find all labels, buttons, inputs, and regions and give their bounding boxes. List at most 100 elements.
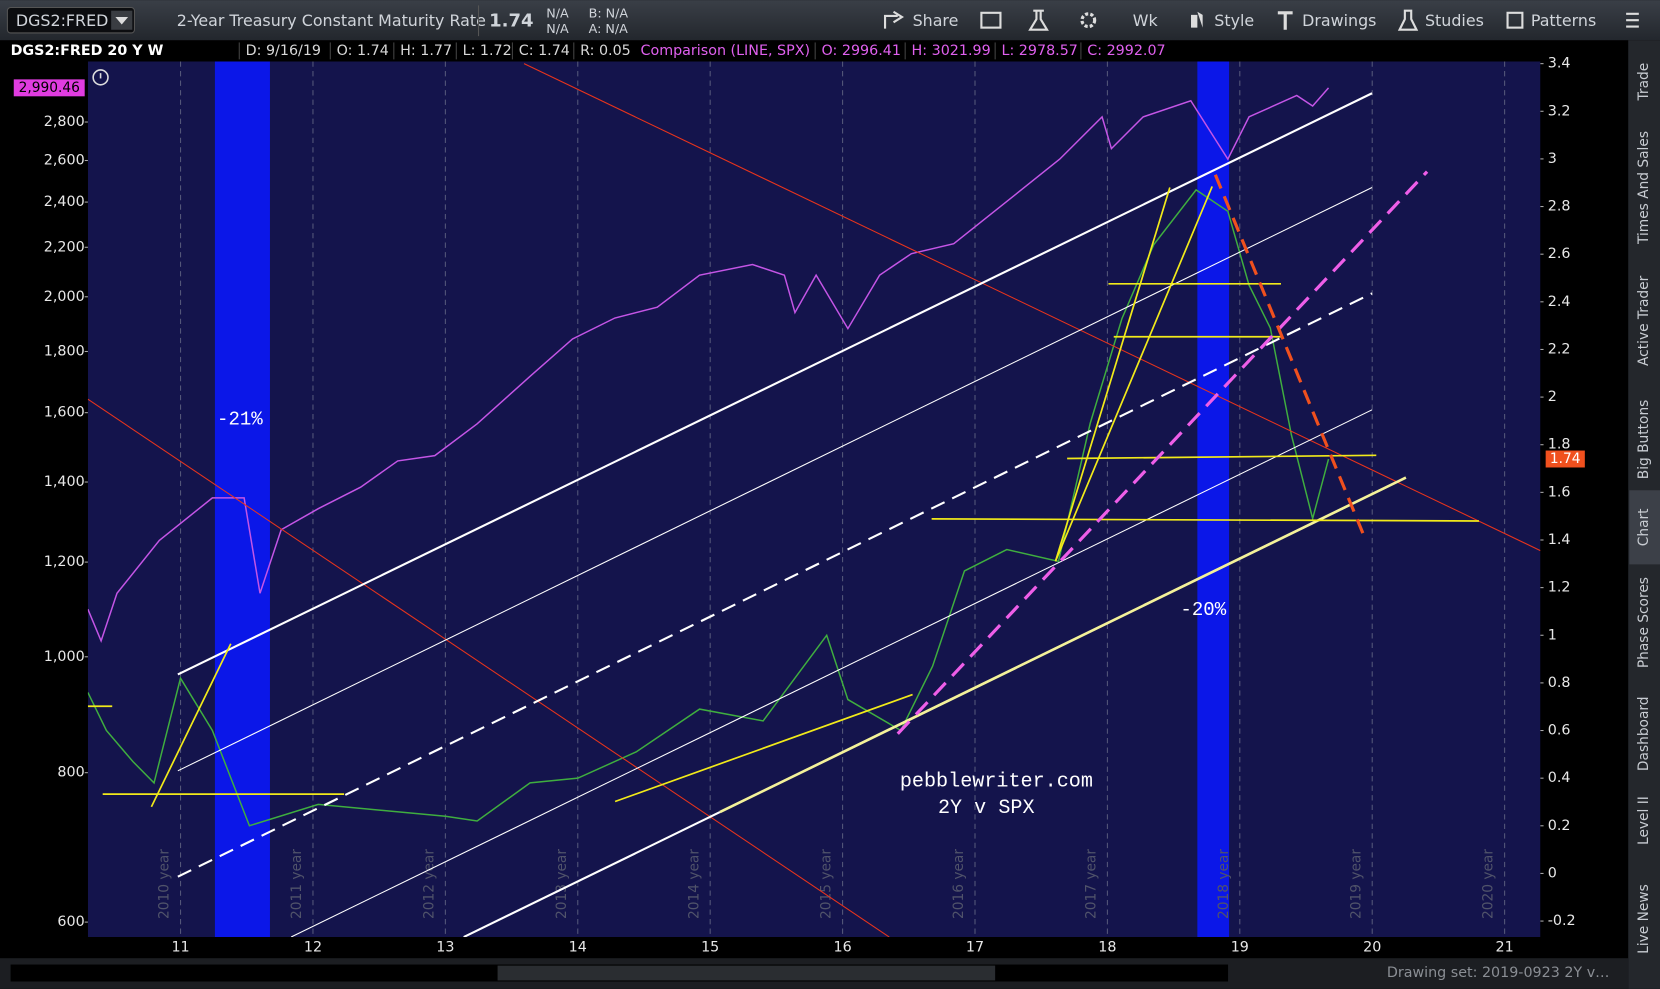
- button[interactable]: Studies: [1425, 11, 1484, 30]
- quote-bar: [0, 40, 1629, 62]
- x-axis: [87, 937, 1541, 959]
- plot-area: [87, 61, 1541, 938]
- trend-line: [1213, 174, 1368, 541]
- highlight-band: [1197, 61, 1230, 938]
- x-tick-label: 21: [1496, 940, 1514, 956]
- comparison-field: H: 3021.99: [912, 43, 991, 59]
- year-label: 2018 year: [1216, 849, 1232, 919]
- dropdown-arrow: [115, 17, 129, 25]
- side-tab[interactable]: Dashboard: [1636, 696, 1652, 771]
- toolbar: [0, 0, 1660, 41]
- trend-line: [614, 693, 913, 803]
- active-tab: [1629, 490, 1660, 565]
- change: N/A: [546, 5, 569, 20]
- button[interactable]: Share: [913, 11, 959, 30]
- menu-icon[interactable]: [1626, 12, 1639, 28]
- drawing-set: Drawing set: 2019-0923 2Y v…: [1387, 965, 1610, 981]
- symbol-box[interactable]: [6, 6, 135, 34]
- icon-button[interactable]: [980, 11, 1002, 29]
- year-label: 2019 year: [1348, 849, 1364, 919]
- x-tick-label: 13: [436, 940, 454, 956]
- price-tag: [13, 79, 85, 97]
- annotation: -21%: [217, 408, 263, 430]
- y2-tick-label: 0.2: [1548, 818, 1571, 834]
- year-label: 2011 year: [289, 849, 305, 919]
- y-tick-label: 600: [57, 914, 84, 930]
- icon-button[interactable]: [1080, 12, 1097, 29]
- y-tick-label: 800: [57, 765, 84, 781]
- button[interactable]: Style: [1214, 11, 1254, 30]
- y2-tick-label: 2.2: [1548, 341, 1571, 357]
- year-label: 2012 year: [421, 849, 437, 919]
- bid: B: N/A: [589, 5, 629, 20]
- series-line: [87, 188, 1330, 827]
- quote-field: C: 1.74: [519, 43, 570, 59]
- side-tab[interactable]: Active Trader: [1636, 275, 1652, 366]
- channel-line: [290, 409, 1373, 938]
- x-tick-label: 20: [1363, 940, 1381, 956]
- year-label: 2015 year: [819, 849, 835, 919]
- side-tabs: Trade Times And Sales Active Trader Big But…: [1629, 63, 1660, 954]
- comparison-label: Comparison (LINE, SPX): [640, 43, 810, 59]
- trend-line: [896, 170, 1429, 735]
- y2-tick-label: 2.4: [1548, 294, 1571, 310]
- y-tick-label: 1,600: [44, 405, 85, 421]
- y-tick-label: 2,600: [44, 153, 85, 169]
- axis-labels: 11 12 13 14 15 16 17 18 19 20 216008001,0001,2001,…: [44, 56, 1576, 956]
- symbol: DGS2:FRED: [16, 11, 108, 30]
- y2-tick-label: 1: [1548, 627, 1557, 643]
- annotation: 2Y v SPX: [938, 797, 1035, 820]
- highlight-band: [214, 61, 270, 938]
- side-tab[interactable]: Chart: [1636, 508, 1652, 546]
- y2-tick-label: 2: [1548, 389, 1557, 405]
- x-tick-label: 17: [966, 940, 984, 956]
- y-tick-label: 2,400: [44, 194, 85, 210]
- right-axis: [1540, 61, 1629, 959]
- channel-line: [463, 811, 721, 938]
- trend-line: [523, 63, 1541, 552]
- y-tick-label: 1,200: [44, 554, 85, 570]
- y2-tick-label: 2.6: [1548, 246, 1571, 262]
- x-tick-label: 19: [1231, 940, 1249, 956]
- toolbar-buttons: Share Wk Style Drawings Studies Patterns: [883, 9, 1639, 31]
- side-tab[interactable]: Big Buttons: [1636, 400, 1652, 480]
- side-tab[interactable]: Phase Scores: [1636, 577, 1652, 668]
- drawings-icon: [1277, 11, 1293, 30]
- button[interactable]: Patterns: [1531, 11, 1596, 30]
- button[interactable]: Wk: [1133, 11, 1159, 30]
- quote-field: O: 1.74: [337, 43, 389, 59]
- trend-line: [719, 476, 1407, 814]
- quote-fields: DGS2:FRED 20 Y W D: 9/16/19 O: 1.74 H: 1.7…: [11, 42, 1166, 60]
- comparison-field: O: 2996.41: [822, 43, 901, 59]
- y-tick-label: 1,800: [44, 343, 85, 359]
- trend-line: [1054, 186, 1213, 562]
- last-price: 1.74: [489, 10, 533, 31]
- icon-button[interactable]: [1028, 9, 1049, 31]
- side-tab[interactable]: Live News: [1636, 884, 1652, 954]
- year-label: 2020 year: [1481, 849, 1497, 919]
- annotation: -20%: [1180, 599, 1226, 621]
- y2-tick-label: 3.2: [1548, 103, 1571, 119]
- x-tick-label: 12: [304, 940, 322, 956]
- side-tab[interactable]: Trade: [1636, 63, 1652, 102]
- x-tick-label: 11: [171, 940, 189, 956]
- y-tick-label: 2,200: [44, 239, 85, 255]
- channel-line: [177, 292, 1373, 878]
- share-icon: [883, 10, 904, 29]
- y2-tick-label: 1.4: [1548, 532, 1571, 548]
- grid: 2010 year 2011 year 2012 year 2013 year 2014…: [157, 61, 1506, 938]
- left-axis: [0, 61, 88, 959]
- button[interactable]: Drawings: [1302, 11, 1376, 30]
- scroll-thumb[interactable]: [497, 965, 996, 981]
- channel-line: [177, 187, 1373, 772]
- y2-tick-label: 3.4: [1548, 56, 1571, 72]
- side-tab[interactable]: Times And Sales: [1636, 131, 1652, 245]
- y-tick-label: 2,000: [44, 289, 85, 305]
- side-tab[interactable]: Level II: [1636, 796, 1652, 845]
- info-icon[interactable]: [92, 69, 109, 86]
- quote-field: L: 1.72: [463, 43, 512, 59]
- quote-field: R: 0.05: [580, 43, 631, 59]
- year-label: 2013 year: [554, 849, 570, 919]
